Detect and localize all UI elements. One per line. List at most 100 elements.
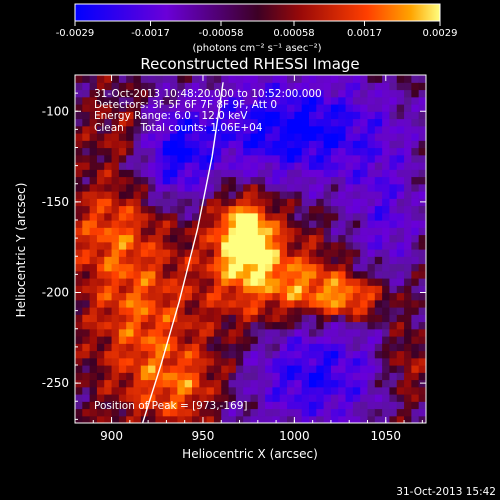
heatmap-cell	[170, 147, 178, 156]
heatmap-cell	[382, 104, 391, 112]
y-tick-label: -150	[42, 195, 69, 209]
heatmap-cell	[235, 372, 244, 381]
heatmap-cell	[309, 328, 317, 337]
heatmap-cell	[162, 220, 171, 228]
heatmap-cell	[148, 125, 157, 134]
heatmap-cell	[301, 386, 310, 395]
heatmap-cell	[235, 386, 244, 395]
heatmap-cell	[367, 104, 376, 112]
heatmap-cell	[192, 169, 200, 178]
heatmap-cell	[345, 285, 354, 294]
heatmap-cell	[301, 263, 310, 272]
heatmap-cell	[199, 191, 208, 199]
heatmap-cell	[82, 307, 91, 315]
heatmap-cell	[301, 350, 310, 359]
heatmap-cell	[257, 357, 266, 366]
heatmap-cell	[265, 270, 274, 279]
heatmap-cell	[294, 241, 303, 250]
heatmap-cell	[213, 75, 222, 83]
heatmap-cell	[75, 350, 83, 359]
heatmap-cell	[294, 350, 303, 359]
heatmap-cell	[177, 125, 186, 134]
heatmap-cell	[133, 96, 142, 105]
heatmap-cell	[213, 183, 222, 192]
heatmap-cell	[316, 336, 325, 344]
heatmap-cell	[213, 292, 222, 301]
heatmap-cell	[411, 191, 420, 199]
heatmap-cell	[140, 249, 149, 257]
heatmap-cell	[118, 357, 127, 366]
heatmap-cell	[265, 299, 274, 308]
heatmap-cell	[228, 299, 237, 308]
heatmap-cell	[396, 278, 405, 286]
heatmap-cell	[148, 350, 157, 359]
heatmap-cell	[382, 343, 391, 352]
heatmap-cell	[396, 220, 405, 228]
heatmap-cell	[279, 227, 288, 236]
heatmap-cell	[338, 336, 347, 344]
heatmap-cell	[118, 343, 127, 352]
heatmap-cell	[82, 96, 91, 105]
heatmap-cell	[338, 321, 347, 330]
heatmap-cell	[294, 234, 303, 243]
heatmap-cell	[294, 336, 303, 344]
heatmap-cell	[301, 336, 310, 344]
heatmap-cell	[309, 220, 317, 228]
heatmap-cell	[272, 118, 281, 127]
heatmap-cell	[257, 314, 266, 323]
heatmap-cell	[75, 307, 83, 315]
heatmap-cell	[75, 386, 83, 395]
heatmap-cell	[411, 227, 420, 236]
heatmap-cell	[411, 241, 420, 250]
heatmap-cell	[330, 104, 339, 112]
heatmap-cell	[162, 415, 171, 423]
heatmap-cell	[374, 307, 383, 315]
heatmap-cell	[111, 147, 120, 156]
heatmap-cell	[104, 343, 113, 352]
heatmap-cell	[75, 147, 83, 156]
heatmap-cell	[155, 343, 164, 352]
heatmap-cell	[155, 408, 164, 417]
heatmap-cell	[221, 299, 230, 308]
heatmap-cell	[162, 314, 171, 323]
heatmap-cell	[382, 386, 391, 395]
heatmap-cell	[257, 147, 266, 156]
heatmap-cell	[411, 220, 420, 228]
heatmap-cell	[206, 82, 215, 91]
heatmap-cell	[184, 299, 193, 308]
heatmap-cell	[301, 249, 310, 257]
heatmap-cell	[374, 256, 383, 265]
heatmap-cell	[118, 336, 127, 344]
heatmap-cell	[140, 227, 149, 236]
heatmap-cell	[199, 176, 208, 185]
heatmap-cell	[126, 285, 135, 294]
heatmap-cell	[287, 343, 295, 352]
heatmap-cell	[140, 336, 149, 344]
heatmap-cell	[316, 299, 325, 308]
heatmap-cell	[126, 154, 135, 163]
heatmap-cell	[213, 234, 222, 243]
heatmap-cell	[192, 212, 200, 221]
heatmap-cell	[330, 314, 339, 323]
heatmap-cell	[323, 96, 332, 105]
heatmap-cell	[111, 241, 120, 250]
heatmap-cell	[75, 249, 83, 257]
heatmap-cell	[221, 133, 230, 141]
heatmap-cell	[382, 299, 391, 308]
heatmap-cell	[206, 89, 215, 98]
heatmap-cell	[170, 343, 178, 352]
heatmap-cell	[148, 234, 157, 243]
heatmap-cell	[360, 220, 369, 228]
heatmap-cell	[418, 82, 426, 91]
heatmap-cell	[184, 227, 193, 236]
heatmap-cell	[396, 162, 405, 170]
heatmap-cell	[257, 154, 266, 163]
heatmap-cell	[367, 350, 376, 359]
heatmap-cell	[89, 104, 98, 112]
heatmap-cell	[111, 82, 120, 91]
heatmap-cell	[96, 256, 105, 265]
heatmap-cell	[75, 125, 83, 134]
heatmap-cell	[323, 408, 332, 417]
heatmap-cell	[140, 75, 149, 83]
heatmap-cell	[133, 292, 142, 301]
